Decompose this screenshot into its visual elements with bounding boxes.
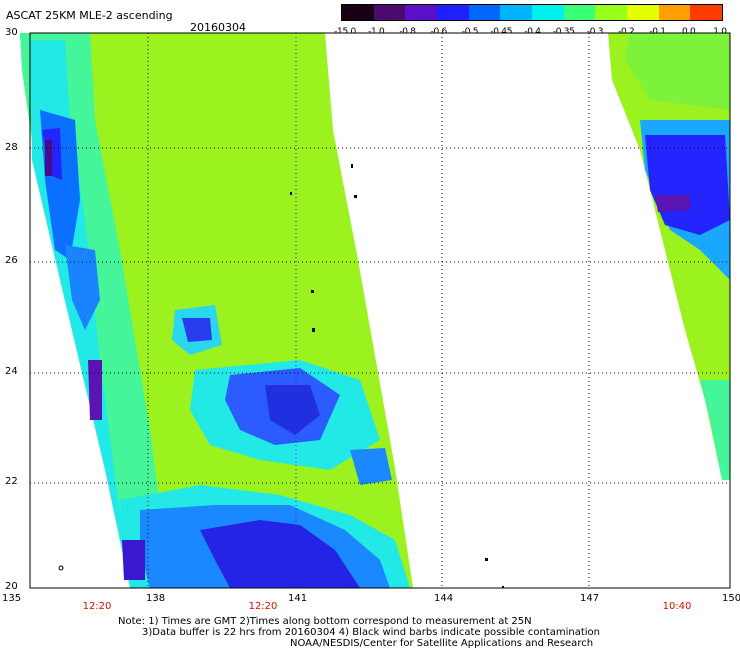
- colorbar-segment: [563, 5, 596, 20]
- lon-label-150: 150: [722, 593, 740, 604]
- lon-label-144: 144: [434, 593, 454, 604]
- lat-label-20: 20: [5, 581, 18, 592]
- colorbar-segment: [373, 5, 406, 20]
- note-line-2: 3)Data buffer is 22 hrs from 20160304 4)…: [142, 627, 600, 638]
- left-swath: [20, 33, 413, 588]
- lon-label-135: 135: [2, 593, 22, 604]
- colorbar-tick-label: -0.6: [430, 27, 448, 37]
- lat-label-24: 24: [5, 366, 18, 377]
- colorbar-segment: [468, 5, 501, 20]
- pass-time-2: 12:20: [248, 601, 278, 612]
- colorbar-segment: [690, 5, 723, 20]
- colorbar-segment: [500, 5, 533, 20]
- colorbar-tick-label: -0.3: [586, 27, 604, 37]
- colorbar-tick-label: -0.35: [552, 27, 575, 37]
- note-line-3: NOAA/NESDIS/Center for Satellite Applica…: [290, 638, 594, 649]
- island-outlines: [58, 164, 504, 588]
- product-date: 20160304: [190, 21, 246, 34]
- colorbar-tick-label: -0.5: [461, 27, 479, 37]
- graticule: [30, 33, 730, 588]
- colorbar-segment: [405, 5, 438, 20]
- right-swath: [608, 33, 730, 480]
- colorbar-tick-label: -0.8: [399, 27, 416, 37]
- lon-label-138: 138: [146, 593, 166, 604]
- colorbar: [341, 4, 723, 21]
- colorbar-tick-label: -1.0: [368, 27, 385, 37]
- lat-label-26: 26: [5, 255, 18, 266]
- map-frame: [29, 32, 731, 589]
- lon-label-147: 147: [580, 593, 600, 604]
- colorbar-tick-label: -0.1: [649, 27, 666, 37]
- lat-label-30: 30: [5, 27, 18, 38]
- lat-label-28: 28: [5, 142, 18, 153]
- note-line-1: Note: 1) Times are GMT 2)Times along bot…: [118, 616, 532, 627]
- colorbar-segment: [532, 5, 564, 20]
- pass-time-3: 10:40: [662, 601, 692, 612]
- colorbar-segment: [658, 5, 691, 20]
- colorbar-segment: [627, 5, 659, 20]
- pass-time-1: 12:20: [82, 601, 112, 612]
- colorbar-tick-label: -0.45: [490, 27, 513, 37]
- lat-label-22: 22: [5, 476, 18, 487]
- colorbar-tick-label: 0.0: [682, 27, 696, 37]
- colorbar-tick-label: -0.4: [524, 27, 541, 37]
- colorbar-tick-label: 1.0: [713, 27, 727, 37]
- colorbar-tick-label: -0.2: [618, 27, 635, 37]
- colorbar-tick-label: -15.0: [334, 27, 356, 37]
- product-title: ASCAT 25KM MLE-2 ascending: [6, 9, 173, 22]
- colorbar-segment: [437, 5, 469, 20]
- colorbar-segment: [342, 5, 374, 20]
- lon-label-141: 141: [288, 593, 308, 604]
- colorbar-segment: [595, 5, 628, 20]
